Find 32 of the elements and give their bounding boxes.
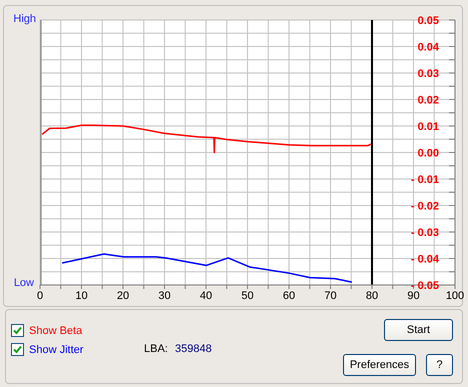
text: Show Beta [29,324,82,336]
x-tick-label: 30 [158,290,171,302]
y-tick-label: - 0.05 [410,280,439,292]
x-tick-label: 0 [36,290,44,302]
text: Low [14,277,34,289]
line-series [41,124,373,154]
x-tick-label: 100 [446,290,464,302]
y-tick-label: 0.05 [418,15,439,27]
y-tick-label: - 0.03 [410,227,439,239]
y-tick-label: 0.02 [418,94,439,106]
x-tick-label: 10 [75,290,88,302]
y-tick-label: 0.04 [418,42,440,54]
y-tick-label: 0.00 [418,148,439,160]
text: 359848 [175,343,212,355]
text: LBA: [144,343,168,355]
y-tick-label: - 0.02 [410,200,439,212]
y-tick-label: 0.03 [418,68,439,80]
text: Preferences [343,354,416,376]
y-tick-label: 0.01 [418,121,439,133]
x-tick-label: 70 [324,290,337,302]
x-tick-label: 90 [407,290,420,302]
x-tick-label: 40 [200,290,212,302]
text: Show Jitter [29,344,84,356]
text: ? [426,354,453,376]
x-tick-label: 50 [241,290,254,302]
text: High [13,13,36,25]
text: Start [384,319,453,341]
x-tick-label: 20 [116,290,130,302]
y-tick-label: - 0.01 [410,174,439,186]
y-tick-label: - 0.04 [410,254,440,266]
x-tick-label: 80 [366,290,378,302]
x-tick-label: 60 [282,290,296,302]
